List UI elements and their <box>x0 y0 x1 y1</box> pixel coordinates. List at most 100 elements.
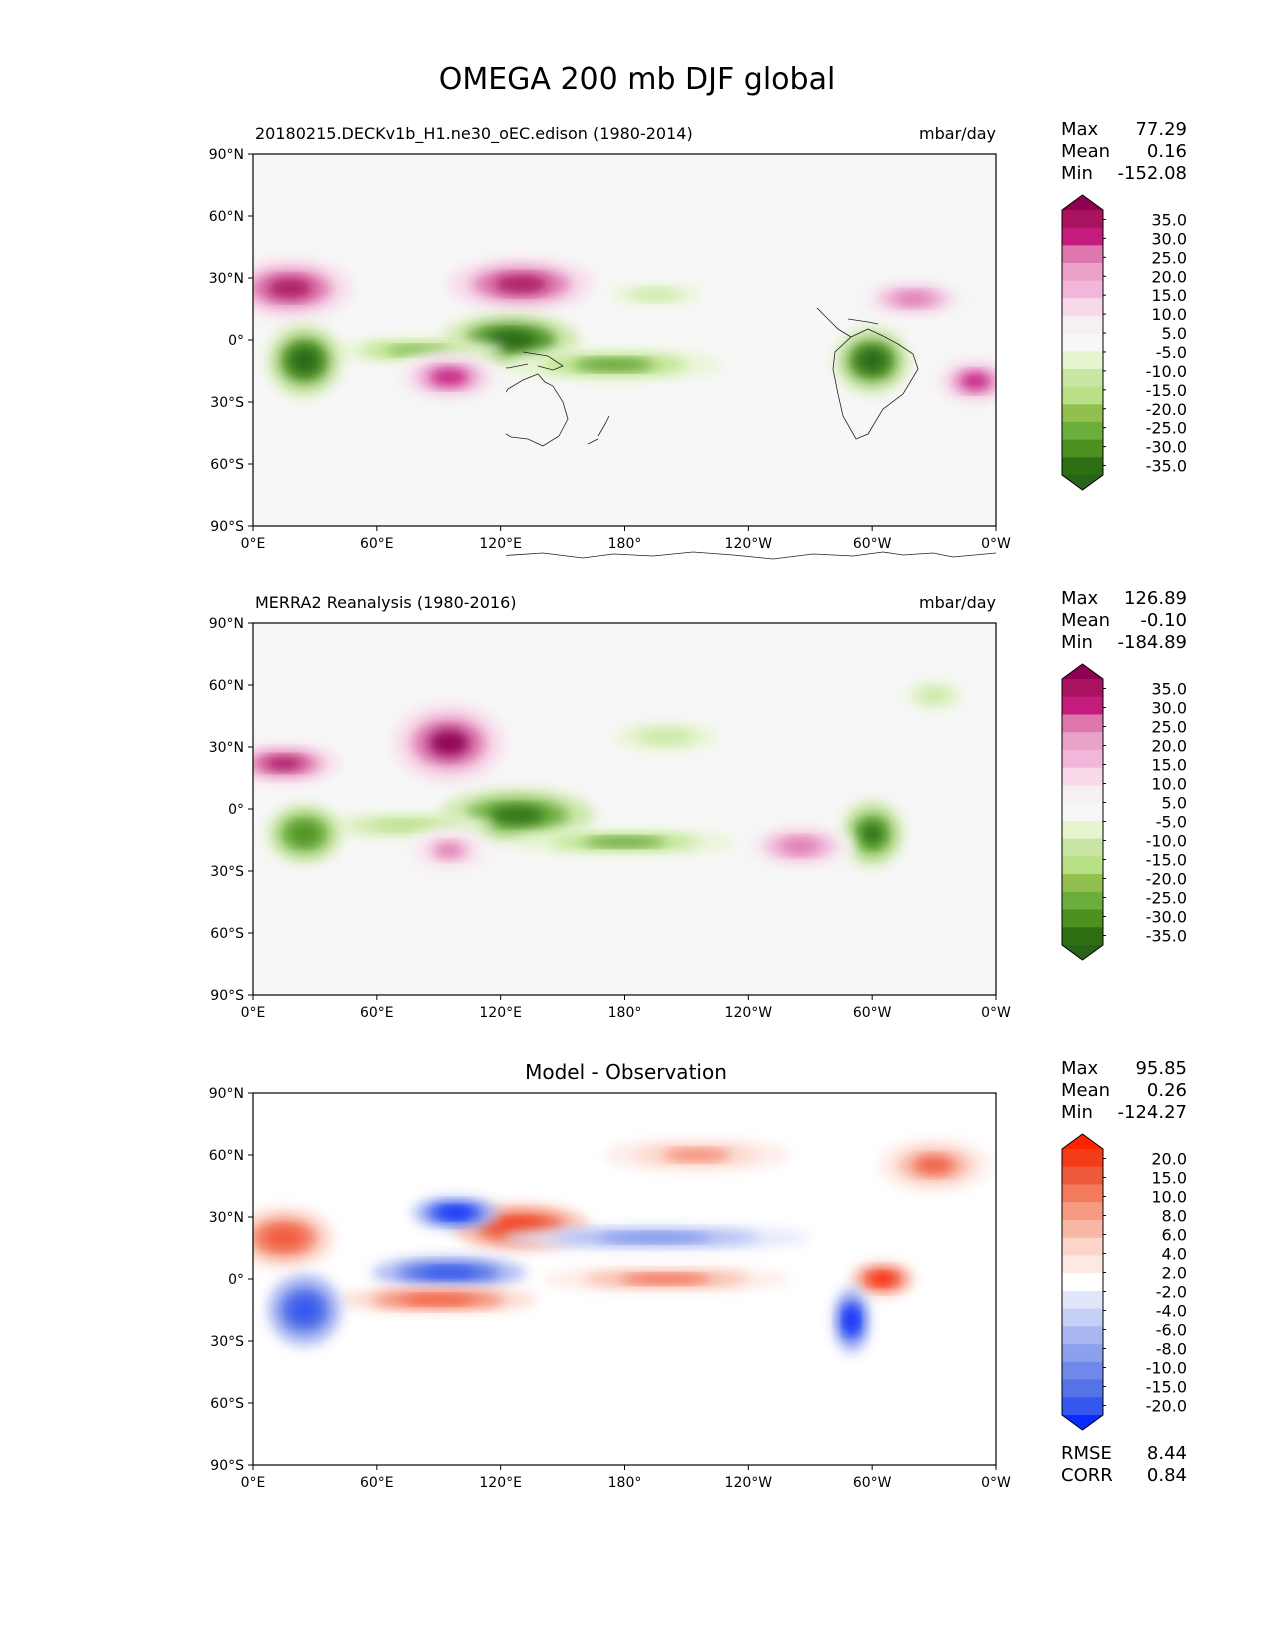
stat-label-min: Min <box>1061 1102 1093 1123</box>
region-tibetan-descent <box>393 703 505 783</box>
y-tick-label: 30°N <box>209 740 244 756</box>
colorbar-band <box>1062 1255 1103 1274</box>
colorbar-band <box>1062 457 1103 476</box>
panel-model: 20180215.DECKv1b_H1.ne30_oEC.edison (198… <box>209 119 1187 560</box>
stat-value-max: 95.85 <box>1135 1058 1187 1079</box>
x-axis: 0°E 60°E 120°E 180° 120°W 60°W 0°W <box>241 995 1011 1021</box>
region-north-pacific-positive <box>603 1138 790 1172</box>
region-south-atlantic-descent <box>932 354 996 408</box>
region-pacific-negative-band <box>500 1224 811 1251</box>
colorbar-tick-label: 15.0 <box>1151 756 1187 775</box>
y-axis: 90°N 60°N 30°N 0° 30°S 60°S 90°S <box>209 147 253 535</box>
colorbar-tick-label: 20.0 <box>1151 737 1187 756</box>
colorbar-band <box>1062 333 1103 352</box>
colorbar-band <box>1062 1379 1103 1398</box>
region-south-pacific-convergence <box>513 828 736 856</box>
colorbar-band <box>1062 749 1103 769</box>
metric-value-rmse: 8.44 <box>1147 1443 1187 1464</box>
stat-value-min: -184.89 <box>1118 632 1187 653</box>
x-tick-label: 0°E <box>241 1475 266 1491</box>
colorbar-band <box>1062 1219 1103 1239</box>
colorbar-tick-label: -35.0 <box>1146 457 1187 476</box>
region-indian-ocean-negative <box>371 1256 527 1290</box>
region-southern-africa-negative <box>267 1273 342 1347</box>
colorbar-tick-label: -35.0 <box>1146 927 1187 946</box>
colorbar-tick-label: 30.0 <box>1151 699 1187 718</box>
colorbar-tick-label: -10.0 <box>1146 832 1187 851</box>
x-tick-label: 0°W <box>981 1475 1011 1491</box>
colorbar-outline <box>1061 663 1104 961</box>
colorbar-tick-label: -15.0 <box>1146 851 1187 870</box>
colorbar-tick-label: 35.0 <box>1151 210 1187 229</box>
stat-label-max: Max <box>1061 588 1099 609</box>
stat-value-mean: 0.26 <box>1147 1080 1187 1101</box>
y-tick-label: 90°N <box>209 616 244 632</box>
colorbar-tick-label: -20.0 <box>1146 1397 1187 1416</box>
field-regions <box>253 1138 990 1354</box>
x-axis: 0°E 60°E 120°E 180° 120°W 60°W 0°W <box>241 1465 1011 1491</box>
region-southern-africa-ascent <box>267 324 342 398</box>
x-tick-label: 0°E <box>241 1005 266 1021</box>
colorbar-band <box>1062 927 1103 946</box>
panel-difference: Model - Observation 90°N 60°N 30°N 0° 30°S 60… <box>209 1058 1187 1491</box>
figure-title: OMEGA 200 mb DJF global <box>439 62 836 97</box>
colorbar-tick-label: -8.0 <box>1156 1340 1187 1359</box>
panel-model-title: 20180215.DECKv1b_H1.ne30_oEC.edison (198… <box>255 124 693 144</box>
colorbar-tick-label: -20.0 <box>1146 400 1187 419</box>
y-tick-label: 30°S <box>210 1334 244 1350</box>
colorbar-tick-label: 35.0 <box>1151 680 1187 699</box>
stat-label-max: Max <box>1061 119 1099 140</box>
region-north-pacific-ascent <box>588 713 744 760</box>
colorbar-band <box>1062 1326 1103 1345</box>
panel-observation: MERRA2 Reanalysis (1980-2016) mbar/day 9… <box>209 588 1187 1021</box>
region-saharan-arabian-descent <box>253 258 353 319</box>
colorbar-band <box>1062 1273 1103 1292</box>
colorbar-band <box>1062 1184 1103 1203</box>
y-tick-label: 60°S <box>210 1396 244 1412</box>
x-tick-label: 120°E <box>479 1005 522 1021</box>
region-north-pacific-ascent <box>587 278 724 312</box>
colorbar-tick-label: 30.0 <box>1151 229 1187 248</box>
region-south-america-positive <box>851 1262 914 1296</box>
colorbar-outline <box>1061 1133 1104 1431</box>
colorbar-band <box>1062 316 1103 335</box>
colorbar-band <box>1062 679 1103 698</box>
y-tick-label: 60°N <box>209 1148 244 1164</box>
colorbar-band <box>1062 263 1103 282</box>
stats-block: Max 126.89 Mean -0.10 Min -184.89 <box>1061 588 1187 653</box>
colorbar-tick-label: -15.0 <box>1146 1378 1187 1397</box>
colorbar-tick-label: -30.0 <box>1146 908 1187 927</box>
y-tick-label: 0° <box>228 333 244 349</box>
colorbar-band <box>1062 351 1103 370</box>
colorbar-tick-label: 20.0 <box>1151 267 1187 286</box>
region-south-indian-ocean-descent <box>393 350 505 404</box>
colorbar-band <box>1062 369 1103 388</box>
x-tick-label: 0°W <box>981 1005 1011 1021</box>
colorbar-tick-label: 6.0 <box>1162 1226 1187 1245</box>
x-tick-label: 60°E <box>360 1475 394 1491</box>
x-tick-label: 120°W <box>725 1475 773 1491</box>
colorbar-tick-label: -2.0 <box>1156 1283 1187 1302</box>
x-tick-label: 60°W <box>853 1475 892 1491</box>
y-tick-label: 30°N <box>209 271 244 287</box>
colorbar-extend-top <box>1062 195 1103 210</box>
colorbar-tick-label: 8.0 <box>1162 1207 1187 1226</box>
colorbar-band <box>1062 1237 1103 1256</box>
panel-model-units: mbar/day <box>919 124 996 143</box>
x-tick-label: 120°E <box>479 1475 522 1491</box>
colorbar-band <box>1062 1149 1103 1168</box>
metrics-block: RMSE 8.44 CORR 0.84 <box>1061 1443 1187 1486</box>
stat-value-mean: 0.16 <box>1147 141 1187 162</box>
y-tick-label: 30°S <box>210 864 244 880</box>
colorbar-tick-label: 10.0 <box>1151 775 1187 794</box>
y-tick-label: 30°N <box>209 1210 244 1226</box>
colorbar-band <box>1062 227 1103 246</box>
panel-difference-title: Model - Observation <box>525 1060 727 1084</box>
colorbar-extend-bottom <box>1062 1415 1103 1430</box>
region-north-africa-positive <box>253 1207 334 1268</box>
x-tick-label: 180° <box>608 536 642 552</box>
colorbar-band <box>1062 404 1103 423</box>
y-tick-label: 90°S <box>210 519 244 535</box>
colorbar-tick-label: -4.0 <box>1156 1302 1187 1321</box>
region-amazon-ascent <box>835 327 910 394</box>
